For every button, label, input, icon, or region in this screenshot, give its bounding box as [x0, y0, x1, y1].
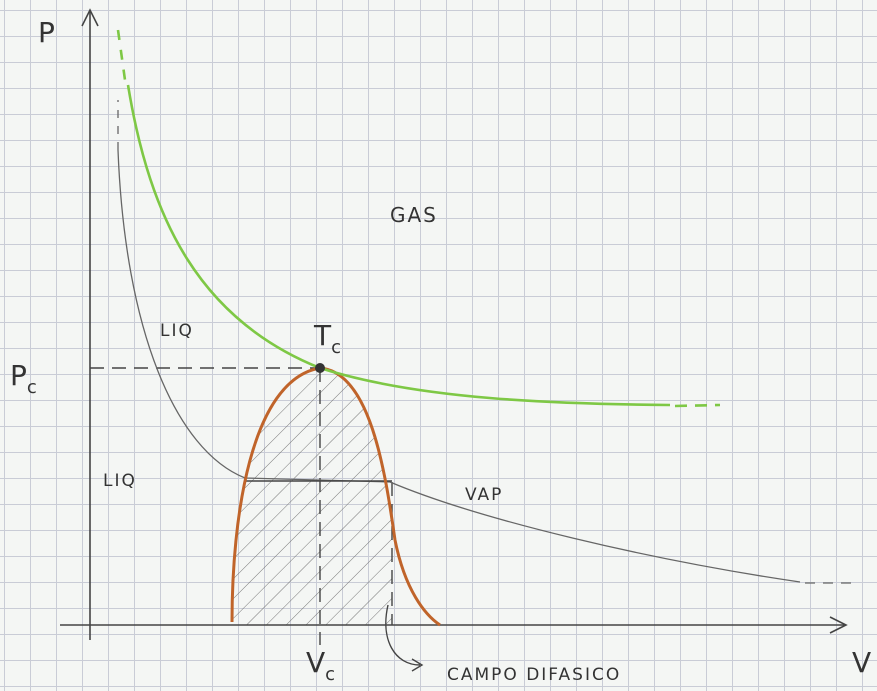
tc-label: Tc	[313, 319, 341, 358]
pc-subscript: c	[27, 377, 37, 398]
x-axis-label: V	[852, 646, 871, 679]
subcritical-isotherm	[118, 150, 800, 582]
y-axis-label: P	[38, 16, 55, 49]
gas-label: GAS	[390, 203, 438, 227]
two-phase-label: CAMPO DIFASICO	[447, 665, 621, 685]
pv-diagram: P V Pc Vc Tc GAS LIQ LIQ VAP CAMPO DIFAS…	[0, 0, 877, 691]
vc-subscript: c	[325, 664, 335, 685]
critical-isotherm	[128, 85, 670, 405]
critical-point	[315, 363, 325, 373]
vc-symbol: V	[306, 646, 325, 679]
isotherm-dash	[675, 405, 720, 406]
liq-label: LIQ	[103, 471, 137, 491]
graph-paper: P V Pc Vc Tc GAS LIQ LIQ VAP CAMPO DIFAS…	[0, 0, 877, 691]
tc-subscript: c	[331, 337, 341, 358]
isotherm-dash	[118, 30, 125, 80]
vap-label: VAP	[465, 485, 503, 505]
two-phase-hatch	[230, 360, 395, 630]
pc-label: Pc	[10, 359, 37, 398]
liq-label: LIQ	[160, 321, 194, 341]
tc-symbol: T	[313, 319, 332, 352]
pc-symbol: P	[10, 359, 27, 392]
vc-label: Vc	[306, 646, 335, 685]
